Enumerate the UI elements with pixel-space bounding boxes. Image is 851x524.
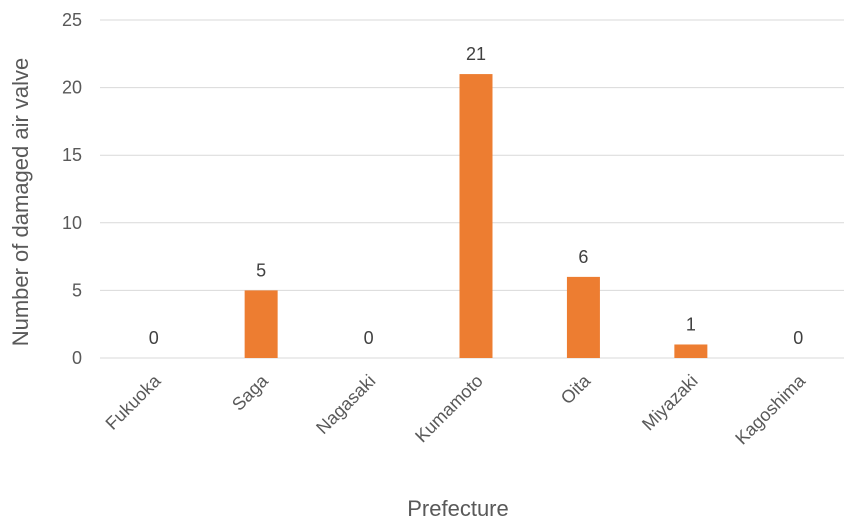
x-axis-title: Prefecture (407, 496, 509, 521)
x-tick-label: Nagasaki (312, 371, 379, 438)
y-tick-label: 25 (62, 10, 82, 30)
y-tick-label: 0 (72, 348, 82, 368)
bar-kumamoto (459, 74, 493, 358)
data-label-saga: 5 (256, 260, 266, 280)
x-tick-label: Fukuoka (102, 370, 166, 434)
bar-saga (244, 290, 278, 358)
y-tick-label: 10 (62, 213, 82, 233)
bar-oita (566, 276, 600, 358)
x-tick-label: Saga (228, 370, 273, 415)
x-tick-label: Oita (557, 370, 595, 408)
y-tick-label: 20 (62, 78, 82, 98)
y-tick-label: 15 (62, 145, 82, 165)
y-tick-label: 5 (72, 280, 82, 300)
data-label-fukuoka: 0 (149, 328, 159, 348)
data-label-miyazaki: 1 (686, 314, 696, 334)
bars (244, 74, 708, 358)
data-label-kagoshima: 0 (793, 328, 803, 348)
data-label-oita: 6 (578, 247, 588, 267)
y-axis-ticks: 0 5 10 15 20 25 (62, 10, 82, 368)
x-tick-label: Kagoshima (731, 370, 810, 449)
bar-miyazaki (674, 344, 708, 358)
x-axis-ticks: Fukuoka Saga Nagasaki Kumamoto Oita Miyazaki K… (102, 370, 810, 449)
x-tick-label: Miyazaki (638, 371, 702, 435)
data-label-nagasaki: 0 (364, 328, 374, 348)
x-tick-label: Kumamoto (411, 371, 487, 447)
data-labels: 0 5 0 21 6 1 0 (149, 44, 804, 348)
data-label-kumamoto: 21 (466, 44, 486, 64)
y-axis-title: Number of damaged air valve (8, 58, 33, 347)
